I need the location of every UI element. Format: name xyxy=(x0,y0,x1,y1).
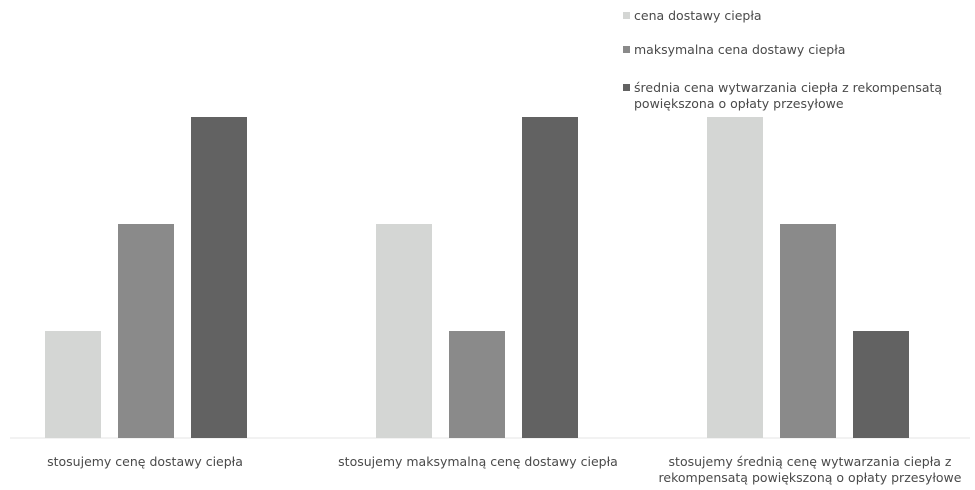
legend-swatch-1 xyxy=(623,12,630,19)
bar-3-series-3 xyxy=(853,331,909,438)
bar-2-series-3 xyxy=(522,117,578,438)
bar-2-series-2 xyxy=(449,331,505,438)
bars-group xyxy=(45,117,909,438)
bar-1-series-1 xyxy=(45,331,101,438)
legend-swatch-3 xyxy=(623,84,630,91)
legend-label-1: cena dostawy ciepła xyxy=(634,8,762,23)
bar-2-series-1 xyxy=(376,224,432,438)
legend: cena dostawy ciepła maksymalna cena dosta… xyxy=(623,8,942,111)
category-labels: stosujemy cenę dostawy ciepła stosujemy m… xyxy=(47,454,962,485)
bar-3-series-2 xyxy=(780,224,836,438)
legend-label-2: maksymalna cena dostawy ciepła xyxy=(634,42,845,57)
category-label-3-line-1: stosujemy średnią cenę wytwarzania ciepł… xyxy=(669,454,952,469)
legend-swatch-2 xyxy=(623,46,630,53)
legend-label-3-line-2: powiększona o opłaty przesyłowe xyxy=(634,96,844,111)
category-label-2: stosujemy maksymalną cenę dostawy ciepła xyxy=(338,454,618,469)
category-label-3-line-2: rekompensatą powiększoną o opłaty przesy… xyxy=(659,470,962,485)
category-label-1: stosujemy cenę dostawy ciepła xyxy=(47,454,243,469)
legend-label-3-line-1: średnia cena wytwarzania ciepła z rekomp… xyxy=(634,80,942,95)
bar-1-series-3 xyxy=(191,117,247,438)
bar-3-series-1 xyxy=(707,117,763,438)
bar-1-series-2 xyxy=(118,224,174,438)
